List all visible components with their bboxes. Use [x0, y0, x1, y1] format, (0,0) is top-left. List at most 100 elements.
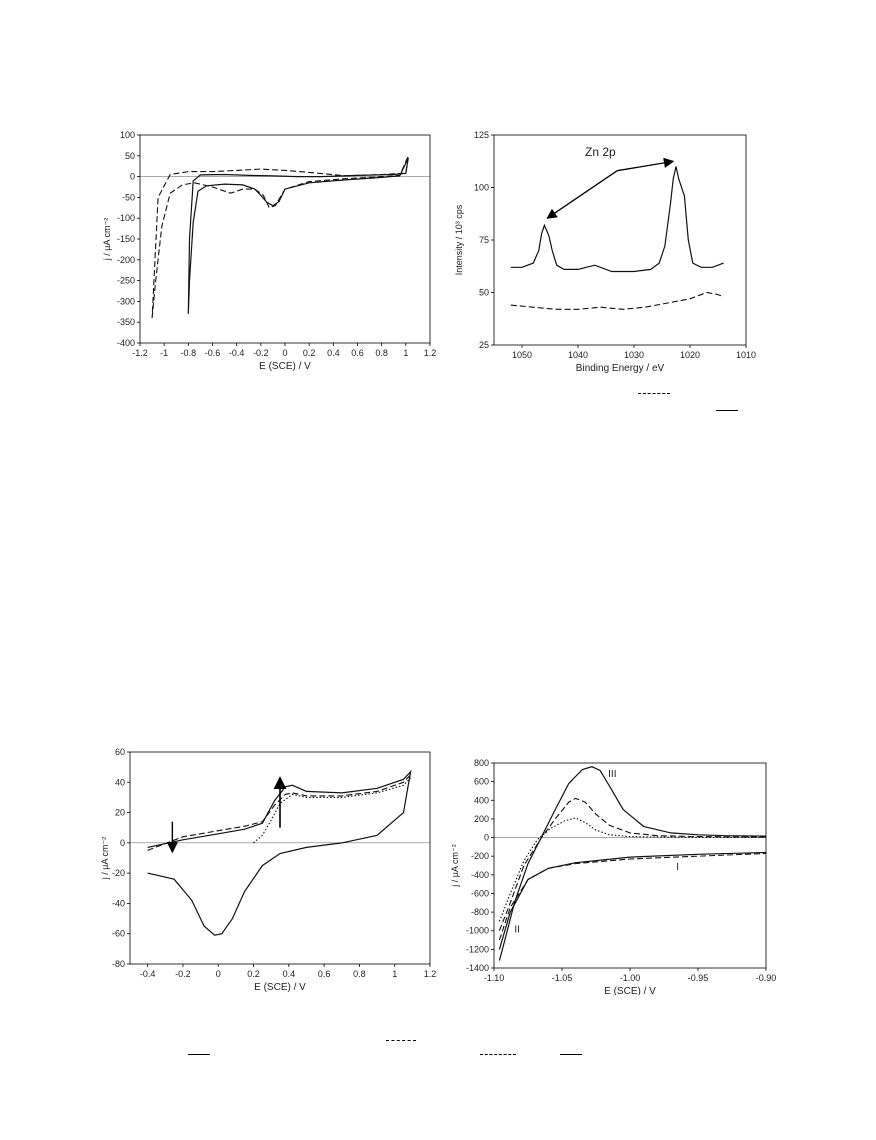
legend-dash-mark	[386, 1040, 416, 1042]
y-tick-label: -800	[471, 907, 489, 917]
y-tick-label: -200	[471, 851, 489, 861]
y-tick-label: 125	[474, 130, 489, 140]
y-tick-label: -150	[117, 234, 135, 244]
chart-svg: -0.4 -0.2 0 0.2 0.4 0.6 0.8 1 1.2 -80 -60 -40 -20 0 20…	[100, 747, 437, 993]
chart-panel-cv-zinc: -1.2 -1 -0.8 -0.6 -0.4 -0.2 0 0.2 0.4 0.6 0.8 1 1.2 -…	[100, 125, 440, 380]
y-tick-label: 0	[484, 833, 489, 843]
y-tick-label: 800	[474, 758, 489, 768]
y-tick-label: 40	[115, 777, 125, 787]
x-tick-label: 0.4	[283, 969, 296, 979]
x-tick-label: 1	[392, 969, 397, 979]
x-tick-label: -0.2	[175, 969, 191, 979]
plot-frame	[493, 762, 767, 969]
y-tick-label: 20	[115, 808, 125, 818]
x-tick-label: 0.2	[303, 348, 316, 358]
y-tick-label: -40	[112, 898, 125, 908]
x-tick-label: 0.6	[318, 969, 331, 979]
x-tick-label: 0.6	[351, 348, 364, 358]
y-tick-label: 100	[474, 183, 489, 193]
y-axis-label: j / µA cm⁻²	[100, 837, 110, 880]
y-tick-label: -20	[112, 868, 125, 878]
legend-solid-mark	[716, 410, 738, 412]
x-axis-label: E (SCE) / V	[254, 982, 306, 992]
x-tick-label: -0.90	[756, 973, 777, 983]
series-line-2	[510, 291, 724, 310]
y-tick-label: -200	[117, 255, 135, 265]
y-tick-label: 75	[479, 235, 489, 245]
series-line-1	[187, 157, 409, 314]
y-tick-label: 200	[474, 814, 489, 824]
series-line-4	[498, 851, 767, 950]
plot-frame	[139, 134, 431, 344]
x-tick-label: -1.2	[132, 348, 148, 358]
y-tick-label: -1200	[466, 944, 489, 954]
plot-frame	[493, 134, 747, 346]
series-line-3	[498, 817, 767, 922]
x-tick-label: 0.4	[327, 348, 340, 358]
y-tick-label: 0	[130, 172, 135, 182]
series-line-1	[147, 769, 412, 936]
y-axis-label: Intensity / 10³ cps	[454, 204, 464, 275]
x-tick-label: -1.00	[620, 973, 641, 983]
y-tick-label: -400	[471, 870, 489, 880]
x-tick-label: 0.8	[375, 348, 388, 358]
y-tick-label: -1400	[466, 963, 489, 973]
y-tick-label: -300	[117, 296, 135, 306]
x-tick-label: -0.4	[229, 348, 245, 358]
x-tick-label: 1	[403, 348, 408, 358]
y-axis-label: j / µA cm⁻²	[450, 844, 460, 887]
chart-panel-xps: 1050 1040 1030 1020 1010 25 50 75 100 125 Binding …	[448, 125, 768, 380]
x-tick-label: -1.05	[552, 973, 573, 983]
legend-solid-mark	[188, 1054, 210, 1056]
chart-svg: -1.2 -1 -0.8 -0.6 -0.4 -0.2 0 0.2 0.4 0.6 0.8 1 1.2 -…	[102, 130, 436, 372]
series-line-2	[147, 774, 412, 851]
annotation-arrow	[546, 170, 618, 219]
x-tick-label: 0.8	[353, 969, 366, 979]
y-tick-label: -60	[112, 929, 125, 939]
y-tick-label: 400	[474, 795, 489, 805]
x-tick-label: 1.2	[424, 969, 437, 979]
series-line-3	[253, 777, 412, 844]
x-tick-label: 0	[282, 348, 287, 358]
x-tick-label: 1010	[736, 350, 756, 360]
x-tick-label: 1040	[568, 350, 588, 360]
x-axis-label: Binding Energy / eV	[576, 363, 665, 374]
chart-svg: -1.10 -1.05 -1.00 -0.95 -0.90 -1400 -1200 -1000…	[450, 758, 777, 997]
curve-label-III: III	[608, 769, 616, 780]
x-tick-label: 0	[216, 969, 221, 979]
x-tick-label: 1020	[680, 350, 700, 360]
curve-label-II: II	[514, 925, 520, 936]
series-line-2	[498, 797, 767, 931]
x-tick-label: -0.95	[688, 973, 709, 983]
series-line-1	[498, 766, 767, 961]
peak-annotation: Zn 2p	[585, 145, 616, 159]
series-line-1	[510, 166, 724, 273]
y-tick-label: 100	[120, 130, 135, 140]
legend-solid-mark	[560, 1054, 582, 1056]
y-tick-label: -400	[117, 338, 135, 348]
legend-dash-mark	[480, 1054, 516, 1056]
chart-panel-cv-anodic: -0.4 -0.2 0 0.2 0.4 0.6 0.8 1 1.2 -80 -60 -40 -20 0 20…	[100, 742, 440, 997]
chart-panel-cv-peaks: -1.10 -1.05 -1.00 -0.95 -0.90 -1400 -1200 -1000…	[448, 755, 778, 1000]
y-tick-label: -250	[117, 276, 135, 286]
y-tick-label: -600	[471, 888, 489, 898]
legend-dash-mark	[638, 393, 670, 395]
x-tick-label: -0.6	[205, 348, 221, 358]
y-tick-label: 0	[120, 838, 125, 848]
y-tick-label: -100	[117, 213, 135, 223]
y-tick-label: 60	[115, 747, 125, 757]
y-tick-label: -1000	[466, 926, 489, 936]
y-tick-label: 600	[474, 777, 489, 787]
x-tick-label: 1050	[512, 350, 532, 360]
y-tick-label: 50	[125, 151, 135, 161]
x-tick-label: 0.2	[247, 969, 260, 979]
x-axis-label: E (SCE) / V	[604, 986, 656, 995]
chart-svg: 1050 1040 1030 1020 1010 25 50 75 100 125 Binding …	[454, 130, 756, 374]
x-tick-label: -1.10	[484, 973, 505, 983]
y-tick-label: -350	[117, 317, 135, 327]
annotation-arrow	[617, 157, 675, 172]
x-tick-label: 1030	[624, 350, 644, 360]
y-tick-label: 25	[479, 340, 489, 350]
series-line-2	[151, 155, 409, 319]
y-axis-label: j / µA cm⁻²	[102, 218, 112, 261]
